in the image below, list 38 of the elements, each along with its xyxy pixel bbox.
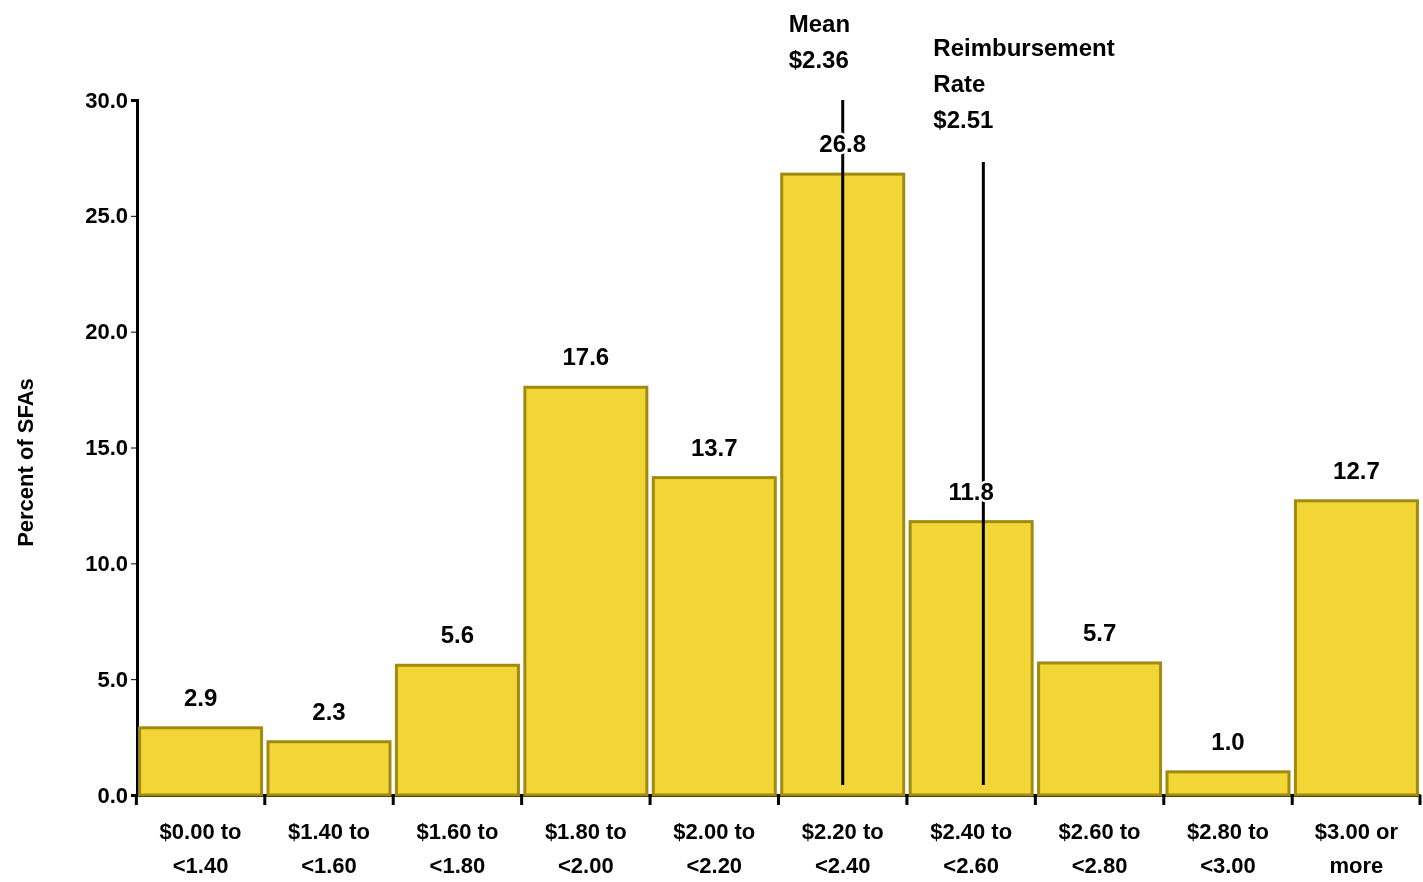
y-tick-label: 10.0 (85, 550, 128, 576)
bar (394, 663, 520, 797)
bar (1293, 499, 1419, 797)
x-tick-label: $2.40 to <2.60 (930, 819, 1013, 878)
data-label: 2.3 (312, 697, 346, 725)
y-tick-label: 20.0 (85, 319, 128, 345)
bar (1037, 661, 1163, 797)
data-label: 5.6 (440, 621, 475, 649)
data-label: 5.7 (1082, 618, 1117, 646)
bar (651, 476, 777, 797)
data-label: 12.7 (1333, 456, 1380, 484)
x-tick-label: $1.40 to <1.60 (288, 819, 370, 878)
data-label: 13.7 (690, 433, 738, 461)
data-label: 17.6 (562, 343, 610, 371)
ref-line-label: Mean $2.36 (788, 10, 851, 73)
bar (138, 726, 264, 797)
x-tick-label: $1.60 to <1.80 (416, 819, 499, 878)
y-tick-label: 5.0 (97, 666, 128, 692)
x-tick-label: $2.20 to <2.40 (801, 819, 884, 878)
x-tick-label: $3.00 or more (1314, 819, 1399, 878)
y-tick-label: 25.0 (85, 203, 128, 229)
bar (523, 385, 649, 797)
x-tick-label: $1.80 to <2.00 (544, 819, 627, 878)
y-tick-label: 15.0 (85, 435, 128, 461)
y-tick-label: 30.0 (85, 87, 128, 113)
bar (908, 520, 1034, 797)
bar (266, 740, 392, 797)
data-label: 2.9 (183, 683, 218, 711)
y-tick-label: 0.0 (97, 782, 128, 808)
x-tick-label: $2.60 to <2.80 (1058, 819, 1141, 878)
y-axis-title: Percent of SFAs (13, 378, 38, 547)
x-tick-label: $2.00 to <2.20 (673, 819, 756, 878)
data-label: 1.0 (1211, 727, 1245, 755)
ref-line-label: Reimbursement Rate $2.51 (933, 34, 1115, 133)
x-tick-label: $0.00 to <1.40 (159, 819, 242, 878)
bar (1165, 770, 1291, 797)
bar (780, 172, 906, 797)
x-tick-label: $2.80 to <3.00 (1187, 819, 1269, 878)
